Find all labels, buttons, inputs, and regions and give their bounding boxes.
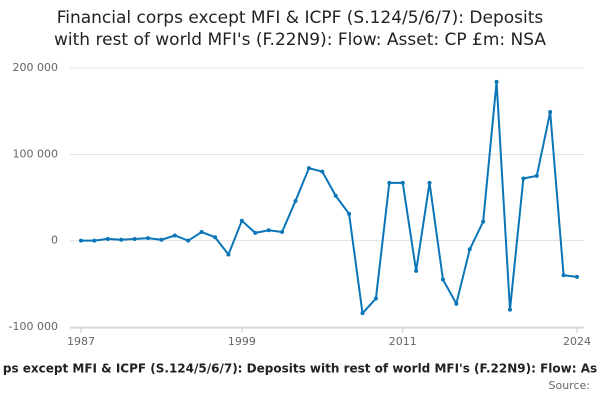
- point: [280, 230, 285, 235]
- point: [79, 238, 83, 243]
- chart-title: Financial corps except MFI & ICPF (S.124…: [57, 8, 544, 28]
- point: [199, 230, 204, 235]
- point: [427, 180, 432, 185]
- point: [293, 198, 298, 203]
- point: [239, 218, 244, 223]
- source: Source:: [549, 379, 591, 392]
- point: [92, 238, 97, 243]
- point: [548, 110, 553, 115]
- point: [132, 236, 137, 241]
- x-tick-label: 2011: [389, 335, 417, 348]
- x-tick-label: 2024: [563, 335, 591, 348]
- point: [213, 235, 218, 240]
- point: [105, 236, 110, 241]
- point: [521, 176, 526, 181]
- point: [159, 237, 164, 242]
- point: [454, 301, 459, 306]
- point: [360, 311, 365, 316]
- point: [253, 230, 258, 235]
- chart-title: with rest of world MFI's (F.22N9): Flow:…: [54, 30, 546, 50]
- point: [575, 274, 579, 279]
- point: [172, 233, 177, 238]
- x-tick-label: 1999: [228, 335, 256, 348]
- point: [561, 273, 566, 278]
- point: [373, 296, 378, 301]
- point: [387, 180, 392, 185]
- point: [494, 79, 499, 84]
- x-tick-label: 1987: [67, 335, 95, 348]
- point: [119, 237, 124, 242]
- line: [81, 81, 578, 316]
- point: [306, 166, 311, 171]
- point: [414, 268, 419, 273]
- point: [320, 169, 325, 174]
- point: [481, 219, 486, 224]
- point: [507, 307, 512, 312]
- point: [146, 236, 151, 241]
- y-tick-label: 0: [51, 234, 58, 247]
- y-tick-label: 100 000: [13, 147, 59, 160]
- y-tick-label: 200 000: [13, 61, 59, 74]
- x-axis-label: ps except MFI & ICPF (S.124/5/6/7): Depo…: [3, 362, 597, 376]
- point: [226, 252, 231, 257]
- point: [266, 228, 271, 233]
- point: [440, 277, 445, 282]
- point: [333, 193, 338, 198]
- point: [347, 211, 352, 216]
- point: [467, 247, 472, 252]
- point: [534, 173, 539, 178]
- y-tick-label: -100 000: [9, 320, 58, 333]
- point: [186, 238, 191, 243]
- point: [400, 180, 405, 185]
